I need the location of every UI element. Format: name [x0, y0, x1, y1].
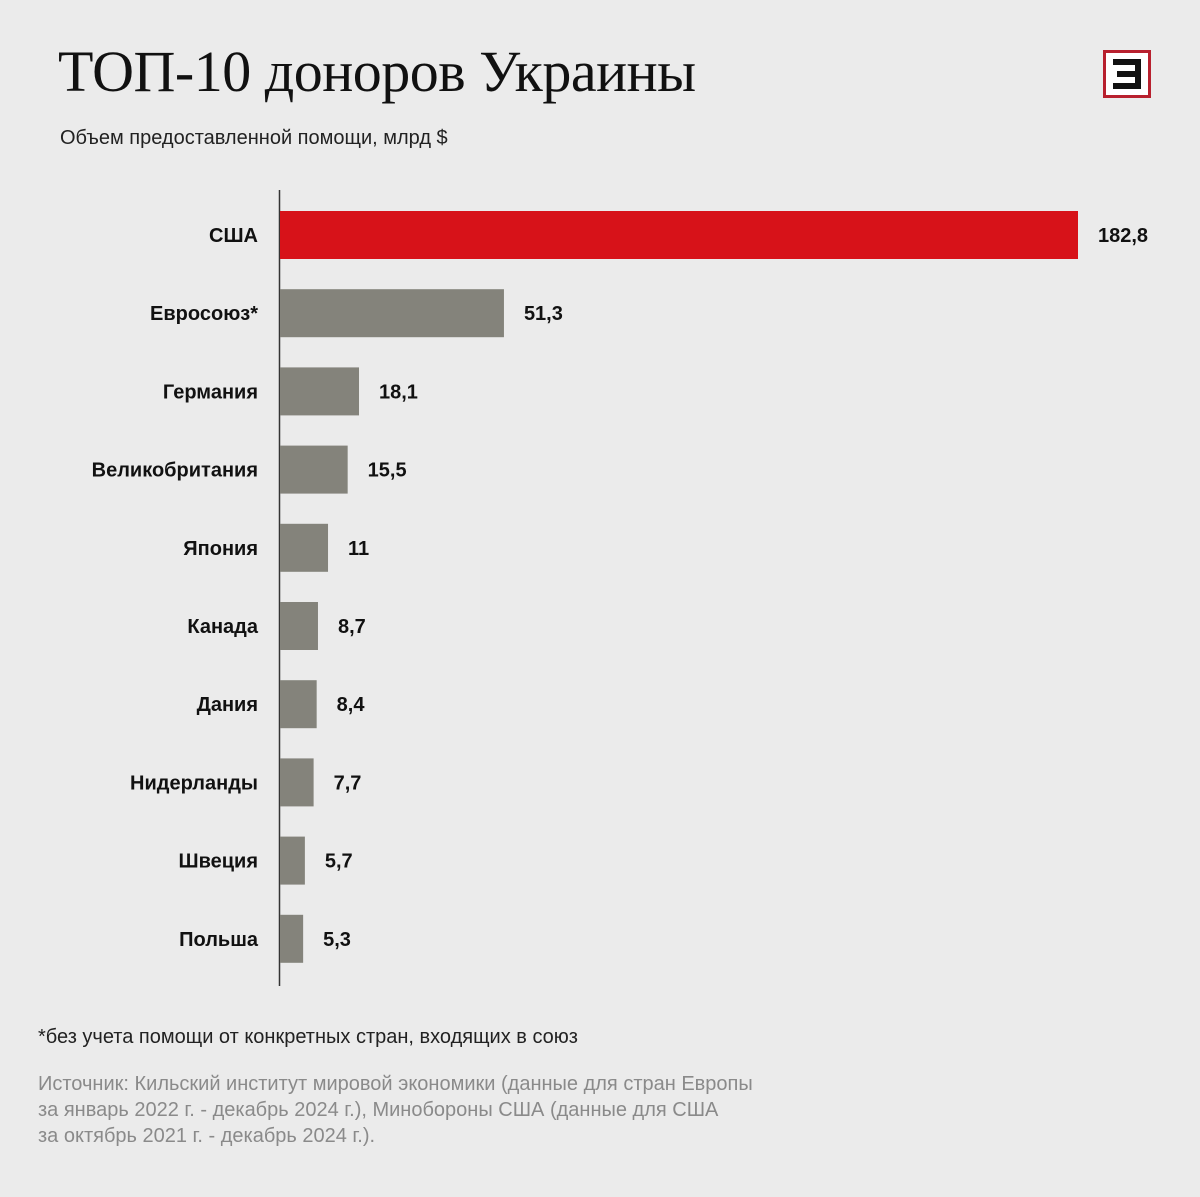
- bar: [280, 445, 348, 494]
- category-label: Канада: [187, 616, 258, 638]
- bar: [280, 602, 318, 650]
- source-line: за январь 2022 г. - декабрь 2024 г.), Ми…: [38, 1099, 719, 1121]
- source-line: за октябрь 2021 г. - декабрь 2024 г.).: [38, 1125, 376, 1147]
- value-label: 8,4: [337, 694, 366, 716]
- source-note: Источник: Кильский институт мировой экон…: [38, 1071, 938, 1149]
- value-label: 11: [348, 538, 369, 560]
- bar: [280, 523, 329, 572]
- category-label: Дания: [197, 694, 258, 716]
- category-label: Швеция: [178, 851, 258, 873]
- source-line: Источник: Кильский институт мировой экон…: [38, 1073, 753, 1095]
- bar: [280, 289, 504, 338]
- category-label: США: [209, 225, 258, 247]
- bar-chart: США 182,8 Евросоюз* 51,3 Германия 18,1 Великоб…: [92, 190, 1148, 986]
- chart-title: ТОП-10 донoров Украины: [58, 39, 696, 104]
- bar: [280, 836, 305, 885]
- category-label: Евросоюз*: [150, 303, 258, 325]
- value-label: 5,7: [325, 851, 353, 873]
- value-label: 18,1: [379, 381, 418, 403]
- bar: [280, 758, 314, 807]
- value-label: 8,7: [338, 616, 366, 638]
- category-label: Япония: [183, 538, 258, 560]
- value-label: 7,7: [334, 772, 362, 794]
- bar: [280, 914, 304, 963]
- footnote: *без учета помощи от конкретных стран, в…: [38, 1026, 578, 1048]
- bar: [280, 367, 360, 416]
- value-label: 182,8: [1098, 225, 1148, 247]
- bar: [280, 680, 317, 729]
- chart-subtitle: Объем предоставленной помощи, млрд $: [60, 127, 448, 149]
- category-label: Великобритания: [92, 460, 258, 482]
- bar: [280, 211, 1078, 259]
- category-label: Нидерланды: [130, 772, 258, 794]
- e-letter-logo-icon: [1103, 50, 1151, 98]
- category-label: Польша: [179, 929, 259, 951]
- value-label: 15,5: [368, 460, 407, 482]
- category-label: Германия: [163, 381, 258, 403]
- value-label: 51,3: [524, 303, 563, 325]
- value-label: 5,3: [323, 929, 351, 951]
